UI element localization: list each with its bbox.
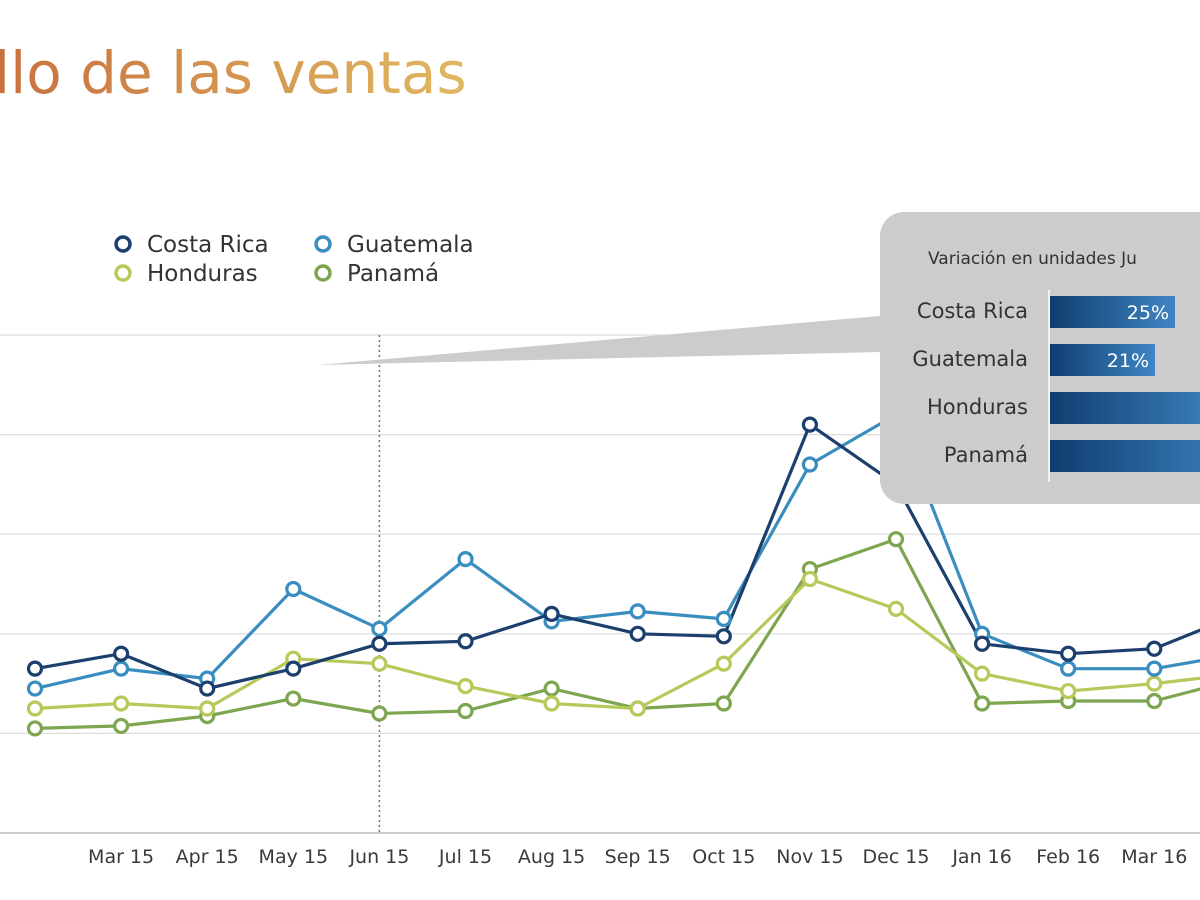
data-point-costa-rica (371, 635, 388, 652)
data-point-honduras (543, 695, 560, 712)
inset-title: Variación en unidades Ju (928, 249, 1137, 269)
data-point-honduras (457, 677, 474, 695)
series-points (26, 406, 1163, 737)
data-point-costa-rica (543, 605, 560, 622)
data-point-honduras (887, 600, 905, 618)
series-line-guatemala (34, 413, 1200, 691)
legend-marker-honduras (114, 264, 132, 282)
legend-marker-costa-rica (114, 235, 132, 253)
x-tick-label: Jun 15 (348, 846, 409, 868)
legend-marker-guatemala (314, 235, 332, 253)
inset-bar-panama (1050, 440, 1200, 472)
data-point-honduras (1146, 675, 1163, 692)
inset-bar-guatemala (1050, 344, 1155, 376)
data-point-panama (973, 695, 991, 712)
inset-value-guatemala: 21% (1107, 350, 1149, 372)
series-line-costa-rica (34, 423, 1200, 691)
legend-item-honduras: Honduras (114, 261, 258, 287)
inset-label-costa-rica: Costa Rica (917, 299, 1028, 323)
inset-label-panama: Panamá (944, 443, 1028, 467)
data-point-guatemala (457, 550, 474, 568)
data-point-costa-rica (1060, 645, 1077, 662)
series-line-panama (34, 537, 1200, 730)
data-point-guatemala (1146, 660, 1163, 677)
legend-label-guatemala: Guatemala (347, 232, 474, 258)
inset-background (880, 212, 1200, 504)
data-point-panama (285, 690, 302, 707)
legend-label-panama: Panamá (347, 261, 439, 287)
legend-marker-panama (314, 264, 332, 282)
chart-title: llo de las ventas (0, 39, 467, 107)
data-point-costa-rica (112, 645, 130, 662)
data-point-guatemala (26, 680, 44, 697)
series-line-honduras (34, 577, 1200, 711)
data-point-costa-rica (1146, 640, 1163, 657)
data-point-honduras (371, 655, 388, 672)
inset-label-honduras: Honduras (927, 395, 1028, 419)
legend-label-costa-rica: Costa Rica (147, 232, 269, 258)
data-point-guatemala (371, 620, 388, 637)
data-point-honduras (715, 655, 732, 672)
inset-bar-honduras (1050, 392, 1200, 424)
data-point-costa-rica (973, 635, 991, 652)
data-point-honduras (973, 665, 991, 682)
data-point-panama (371, 705, 388, 722)
legend: Costa Rica Guatemala Honduras Panamá (114, 232, 474, 287)
x-tick-label: Jul 15 (438, 846, 492, 868)
x-tick-label: Oct 15 (692, 846, 755, 868)
callout-pointer (318, 316, 880, 365)
x-tick-label: Apr 15 (176, 846, 239, 868)
data-point-panama (543, 680, 560, 697)
data-point-costa-rica (285, 660, 302, 677)
data-point-panama (112, 717, 130, 735)
grid-lines (0, 334, 1200, 834)
inset-bars: 25%21%36 (1050, 296, 1200, 472)
data-point-honduras (801, 570, 819, 588)
x-tick-label: Feb 16 (1036, 846, 1100, 868)
x-tick-label: Sep 15 (605, 846, 671, 868)
data-point-panama (715, 695, 732, 712)
legend-item-panama: Panamá (314, 261, 439, 287)
data-point-costa-rica (629, 625, 646, 642)
data-point-costa-rica (801, 416, 819, 433)
data-point-honduras (26, 700, 44, 717)
inset-value-costa-rica: 25% (1127, 302, 1169, 324)
legend-label-honduras: Honduras (147, 261, 258, 287)
x-tick-label: Aug 15 (518, 846, 585, 868)
data-point-panama (887, 531, 905, 548)
data-point-guatemala (629, 603, 646, 620)
legend-item-costa-rica: Costa Rica (114, 232, 269, 258)
x-tick-label: Nov 15 (776, 846, 843, 868)
variation-inset-panel: Variación en unidades Ju 25%21%36 Costa … (318, 212, 1200, 504)
legend-item-guatemala: Guatemala (314, 232, 474, 258)
data-point-costa-rica (457, 633, 474, 650)
x-tick-label: Mar 16 (1121, 846, 1187, 868)
x-tick-label: Mar 15 (88, 846, 154, 868)
inset-bar-costa-rica (1050, 296, 1175, 328)
series-lines (34, 413, 1200, 730)
inset-label-guatemala: Guatemala (912, 347, 1028, 371)
data-point-honduras (199, 700, 216, 717)
data-point-panama (457, 702, 474, 720)
data-point-costa-rica (199, 680, 216, 697)
data-point-guatemala (715, 610, 732, 627)
x-axis-ticks: Mar 15 Apr 15 May 15 Jun 15 Jul 15 Aug 15 Sep … (88, 846, 1187, 868)
data-point-guatemala (801, 456, 819, 473)
x-tick-label: Jan 16 (951, 846, 1012, 868)
data-point-honduras (1060, 682, 1077, 700)
x-tick-label: Dec 15 (863, 846, 930, 868)
data-point-guatemala (1060, 660, 1077, 677)
data-point-costa-rica (26, 660, 44, 677)
data-point-costa-rica (715, 628, 732, 645)
data-point-guatemala (112, 660, 130, 677)
data-point-honduras (629, 700, 646, 717)
data-point-panama (26, 720, 44, 737)
x-tick-label: May 15 (259, 846, 329, 868)
data-point-panama (1146, 692, 1163, 710)
data-point-guatemala (285, 580, 302, 598)
data-point-honduras (112, 695, 130, 712)
